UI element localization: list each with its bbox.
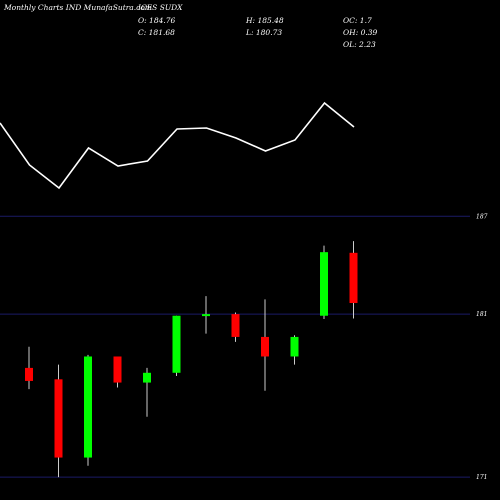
candle-body [320, 252, 328, 316]
candle-body [54, 379, 63, 458]
y-axis-ticks: 187 181 171 [476, 213, 488, 481]
header-close: C: 181.68 [138, 28, 175, 37]
header-open-high: OH: 0.39 [343, 28, 378, 37]
candle-body [349, 252, 358, 304]
y-tick-label: 181 [476, 311, 487, 318]
y-tick-label: 171 [476, 474, 487, 481]
candle-body [261, 336, 269, 357]
candles [25, 241, 358, 478]
header-open: O: 184.76 [138, 16, 176, 25]
header: Monthly Charts IND MunafaSutra.com ICES … [3, 3, 378, 49]
header-low: L: 180.73 [245, 28, 282, 37]
header-symbol: ICES SUDX [137, 3, 183, 12]
candle-body [25, 367, 33, 381]
indicator-line [0, 101, 355, 190]
header-open-close: OC: 1.7 [343, 16, 372, 25]
indicator-panel [0, 101, 355, 190]
candle-body [172, 315, 181, 373]
y-tick-label: 187 [476, 213, 488, 220]
header-site-title: Monthly Charts IND MunafaSutra.com [3, 3, 152, 12]
header-open-low: OL: 2.23 [343, 40, 376, 49]
candle-body [143, 372, 151, 383]
header-high: H: 185.48 [245, 16, 284, 25]
candle-body [290, 336, 299, 357]
candle-body [84, 356, 92, 458]
candle-body [231, 314, 240, 337]
candle-body [202, 314, 210, 317]
candle-body [113, 356, 122, 383]
